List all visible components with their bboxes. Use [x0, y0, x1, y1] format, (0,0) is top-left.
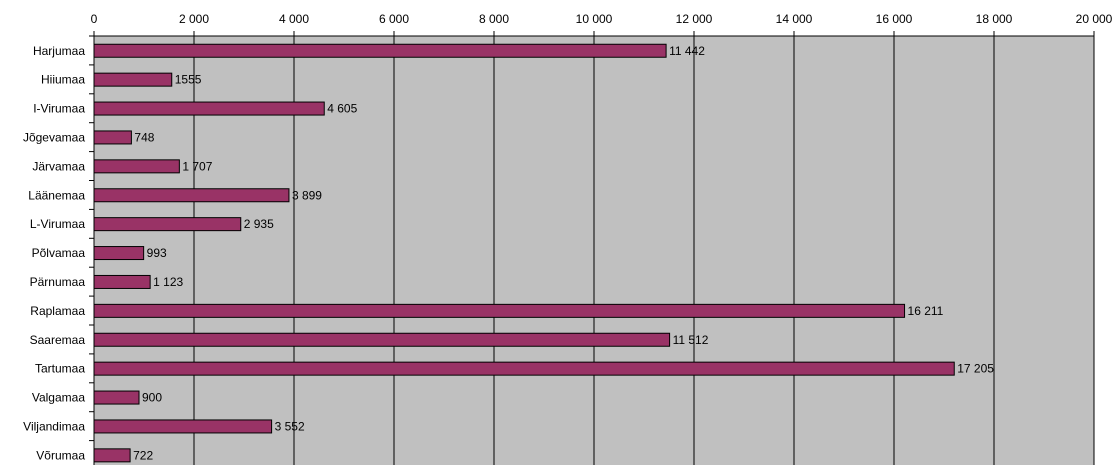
category-label: Hiiumaa [41, 73, 85, 87]
bar [93, 361, 955, 376]
x-tick-label: 8 000 [479, 12, 509, 26]
category-label: I-Virumaa [33, 102, 85, 116]
x-tick-label: 0 [91, 12, 98, 26]
x-tick-label: 4 000 [279, 12, 309, 26]
category-label: Harjumaa [33, 44, 85, 58]
bar [93, 332, 671, 347]
x-tick-label: 6 000 [379, 12, 409, 26]
value-label: 900 [142, 391, 162, 405]
x-axis-tick-labels: 0 2 000 4 000 6 000 8 000 10 000 12 000 14 000 1… [91, 12, 1113, 26]
value-label: 11 442 [669, 44, 705, 58]
gridlines [89, 31, 1095, 465]
category-label: Võrumaa [36, 448, 85, 462]
value-label: 993 [147, 246, 167, 260]
value-label: 1555 [175, 73, 202, 87]
bar [93, 217, 242, 232]
category-label: Jõgevamaa [23, 130, 85, 144]
value-label: 3 552 [275, 419, 305, 433]
bar [93, 390, 140, 405]
category-label: Viljandimaa [23, 419, 85, 433]
category-label: Põlvamaa [32, 246, 86, 260]
bar [93, 130, 132, 145]
value-label: 16 211 [908, 304, 944, 318]
value-label: 11 512 [673, 333, 709, 347]
category-label: Saaremaa [30, 333, 86, 347]
bar [93, 303, 906, 318]
value-label: 1 123 [153, 275, 183, 289]
category-labels: Harjumaa Hiiumaa I-Virumaa Jõgevamaa Järvama… [23, 44, 85, 463]
value-label: 17 205 [957, 362, 994, 376]
category-label: Raplamaa [30, 304, 85, 318]
category-label: Läänemaa [28, 188, 85, 202]
category-label: Tartumaa [35, 362, 85, 376]
value-labels: 11 442 1555 4 605 748 1 707 3 899 2 935 993 1 12… [133, 44, 994, 463]
x-tick-label: 16 000 [876, 12, 913, 26]
bar [93, 101, 325, 116]
bar [93, 419, 273, 434]
value-label: 1 707 [182, 159, 212, 173]
bar [93, 274, 151, 289]
value-label: 722 [133, 448, 153, 462]
value-label: 3 899 [292, 188, 322, 202]
bar [93, 159, 180, 174]
bar [93, 188, 290, 203]
value-label: 2 935 [244, 217, 274, 231]
x-tick-label: 14 000 [776, 12, 813, 26]
x-tick-label: 12 000 [676, 12, 713, 26]
bar [93, 43, 667, 58]
bar [93, 246, 145, 261]
category-label: L-Virumaa [30, 217, 85, 231]
x-tick-label: 10 000 [576, 12, 613, 26]
x-tick-label: 18 000 [976, 12, 1013, 26]
category-label: Pärnumaa [30, 275, 86, 289]
bars [93, 43, 955, 463]
category-label: Valgamaa [32, 391, 85, 405]
bar [93, 448, 131, 463]
category-label: Järvamaa [32, 159, 85, 173]
x-tick-label: 20 000 [1076, 12, 1113, 26]
x-tick-label: 2 000 [179, 12, 209, 26]
bar [93, 72, 173, 87]
value-label: 4 605 [327, 102, 357, 116]
value-label: 748 [134, 130, 154, 144]
